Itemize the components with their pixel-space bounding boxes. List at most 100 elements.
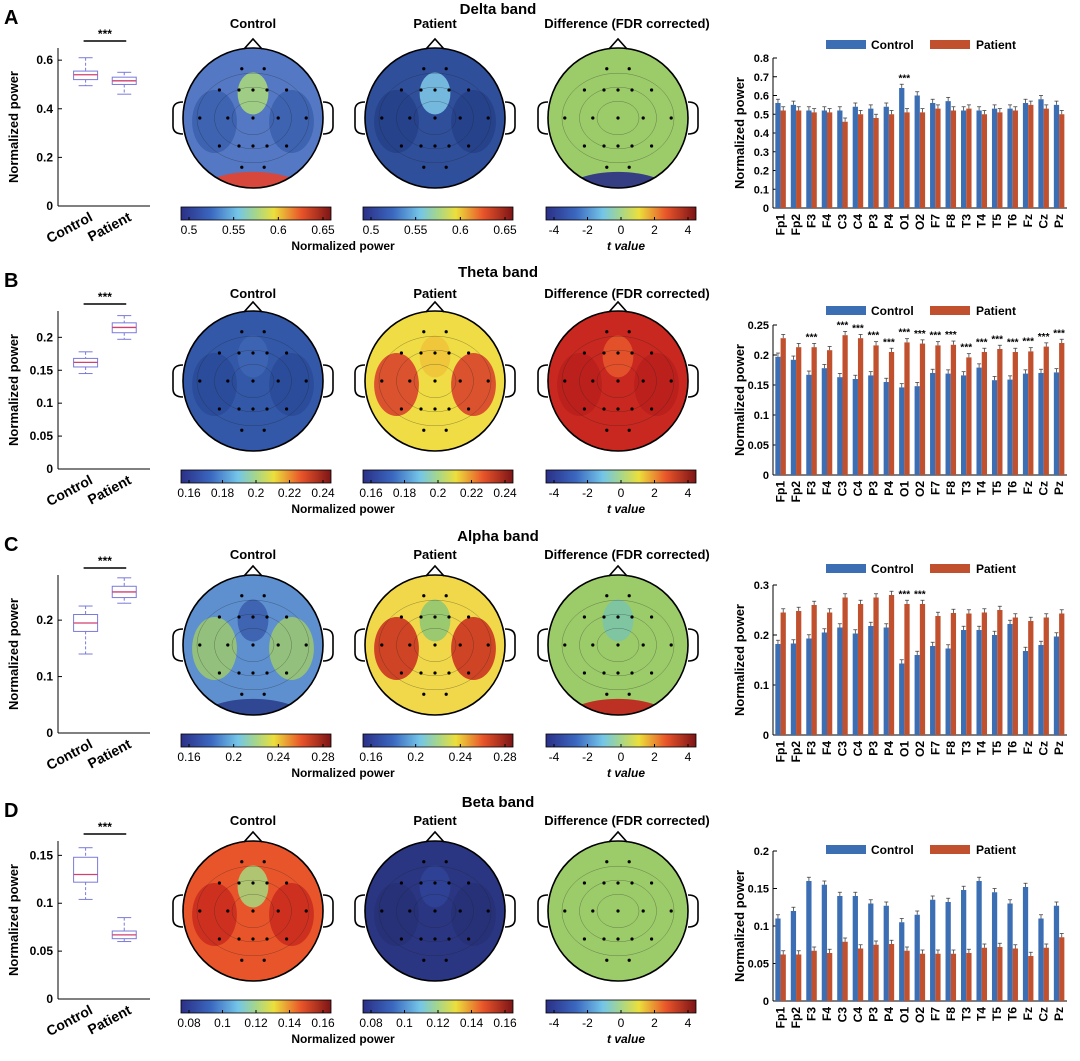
bar-tick-label: 0.5 — [754, 109, 769, 121]
bar-patient — [842, 941, 848, 1001]
bar-patient — [1012, 948, 1018, 1001]
bar-category-label: P4 — [882, 1007, 896, 1022]
bar-tick-label: 0.1 — [754, 680, 769, 692]
topo-nose — [608, 37, 628, 50]
bar-category-label: F8 — [944, 1007, 958, 1021]
box-category-label: Control — [44, 736, 95, 773]
colorbar-tick-label: 0.28 — [311, 750, 335, 764]
electrode-dot — [408, 379, 412, 383]
bar-control — [1007, 379, 1013, 475]
electrode-dot — [422, 594, 426, 598]
colorbar-tick-label: 0.12 — [244, 1016, 268, 1030]
box-sig-label: *** — [98, 290, 112, 304]
topo-contour — [413, 627, 457, 663]
electrode-dot — [240, 860, 244, 864]
box-control — [73, 856, 99, 883]
electrode-dot — [447, 144, 451, 148]
electrode-dot — [285, 881, 289, 885]
topo-ear-right — [322, 628, 334, 662]
topo-contour — [579, 613, 657, 677]
bar-category-label: C3 — [835, 481, 849, 497]
bar-category-label: T4 — [975, 1007, 989, 1021]
electrode-dot — [251, 615, 255, 619]
bar-category-label: F4 — [820, 214, 834, 228]
bar-patient — [1028, 351, 1034, 475]
bar-control — [914, 95, 920, 208]
bar-tick-label: 0.3 — [754, 580, 769, 592]
bar-patient — [842, 335, 848, 475]
bar-sig-label: *** — [914, 589, 926, 600]
topo-blob — [565, 698, 671, 715]
topo-ear-left — [537, 894, 549, 928]
topo-contour — [231, 893, 275, 929]
topo-blob — [419, 72, 451, 115]
bar-patient — [888, 114, 895, 208]
colorbar-tick-label: 0.24 — [311, 486, 335, 500]
bar-control — [991, 635, 998, 735]
electrode-dot — [582, 144, 587, 148]
topo-blob — [602, 335, 634, 378]
topo-contour — [561, 865, 675, 957]
bar-patient — [966, 357, 972, 475]
electrode-dot — [422, 330, 426, 334]
bar-patient — [1012, 352, 1018, 475]
electrode-dot — [444, 860, 448, 864]
bar-control — [899, 663, 905, 735]
electrode-dot — [240, 958, 244, 962]
bar-category-label: C3 — [835, 214, 849, 230]
legend-swatch-patient — [930, 564, 970, 573]
bar-patient — [950, 613, 957, 735]
bar-patient — [780, 954, 786, 1001]
electrode-dot — [262, 860, 266, 864]
bar-control — [991, 380, 998, 475]
bar-control — [945, 902, 951, 1001]
topo-ear-right — [687, 101, 699, 135]
bar-patient — [950, 953, 957, 1001]
topo-contour — [579, 86, 657, 150]
electrode-dot — [419, 351, 423, 355]
topo-head — [547, 310, 689, 452]
bar-patient — [1012, 617, 1018, 735]
box-sig-label: *** — [98, 27, 112, 41]
colorbar-tick-label: 0.18 — [211, 486, 235, 500]
bar-patient — [1043, 346, 1049, 475]
box-category-label: Patient — [85, 735, 134, 771]
legend-label-control: Control — [871, 304, 914, 318]
topomap-patient: 0.08 0.1 0.12 0.14 0.16 — [354, 830, 517, 1030]
electrode-dot — [399, 937, 403, 941]
bar-category-label: Fz — [1021, 1007, 1035, 1020]
colorbar-tick-label: 0.16 — [493, 1016, 517, 1030]
box-tick-label: 0.1 — [36, 896, 53, 910]
electrode-dot — [285, 88, 289, 92]
electrode-dot — [240, 428, 244, 432]
bar-patient — [827, 953, 833, 1001]
electrode-dot — [591, 379, 595, 383]
bar-category-label: T3 — [959, 1007, 973, 1021]
topo-ear-left — [172, 628, 184, 662]
topo-blob — [602, 865, 634, 908]
colorbar-tick-label: -2 — [582, 486, 593, 500]
colorbar-tick-label: 0.6 — [452, 223, 469, 237]
topo-ear-right — [687, 628, 699, 662]
electrode-dot — [602, 615, 606, 619]
box-ylabel: Normalized power — [6, 334, 21, 446]
bar-sig-label: *** — [1053, 328, 1065, 339]
bar-category-label: P3 — [866, 741, 880, 756]
electrode-dot — [602, 407, 606, 411]
colorbar-tick-label: 0.16 — [311, 1016, 335, 1030]
bar-control — [1038, 645, 1044, 735]
bar-tick-label: 0.4 — [754, 128, 770, 140]
colorbar-tick-label: 0.16 — [359, 750, 383, 764]
bar-category-label: O1 — [897, 1007, 911, 1023]
colorbar-label: Normalized power — [291, 766, 395, 780]
topo-nose — [608, 830, 628, 843]
bar-category-label: C4 — [851, 481, 865, 497]
bar-patient — [888, 595, 895, 735]
bar-category-label: Pz — [1052, 214, 1066, 228]
electrode-dot — [605, 594, 609, 598]
electrode-dot — [285, 937, 289, 941]
bar-control — [837, 377, 843, 475]
electrode-dot — [240, 330, 244, 334]
electrode-dot — [616, 116, 620, 120]
